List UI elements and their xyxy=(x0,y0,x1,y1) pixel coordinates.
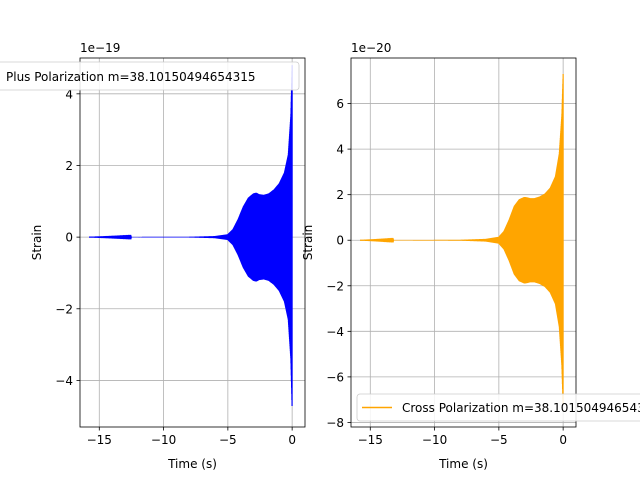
y-tick-label: 4 xyxy=(65,87,73,101)
x-tick-label: −15 xyxy=(358,433,383,447)
x-axis-label: Time (s) xyxy=(438,457,488,471)
x-tick-label: −5 xyxy=(490,433,508,447)
x-tick-label: −15 xyxy=(87,433,112,447)
y-offset-text: 1e−19 xyxy=(80,41,120,55)
axes-frame xyxy=(79,57,306,428)
legend-box xyxy=(0,61,300,91)
series-line xyxy=(360,73,564,405)
legend-plus: Plus Polarization m=38.10150494654315 xyxy=(0,61,300,91)
x-tick-label: 0 xyxy=(288,433,296,447)
legend-cross: Cross Polarization m=38.10150494654315 xyxy=(356,393,640,422)
y-tick-label: −8 xyxy=(326,416,344,430)
y-tick-label: 2 xyxy=(65,159,73,173)
y-tick-label: 2 xyxy=(336,188,344,202)
y-tick-label: 0 xyxy=(65,231,73,245)
chart-2: −15 −10 −5 0 −8 −6 −4 −2 0 2 4 6 1e−20 Time (s) Strain xyxy=(301,41,577,471)
y-tick-label: 4 xyxy=(336,143,344,157)
axes-frame xyxy=(350,57,577,428)
x-tick-label: −5 xyxy=(219,433,237,447)
y-axis-label: Strain xyxy=(30,225,44,261)
series-line xyxy=(89,65,293,407)
x-tick-label: −10 xyxy=(422,433,447,447)
y-offset-text: 1e−20 xyxy=(351,41,391,55)
y-tick-label: 0 xyxy=(336,234,344,248)
legend-box xyxy=(356,393,640,422)
y-tick-label: 6 xyxy=(336,97,344,111)
y-axis-label: Strain xyxy=(301,225,315,261)
y-tick-label: −6 xyxy=(326,370,344,384)
legend-entry-label: Plus Polarization m=38.10150494654315 xyxy=(6,70,256,84)
y-tick-label: −4 xyxy=(326,325,344,339)
y-tick-label: −2 xyxy=(326,279,344,293)
x-tick-label: −10 xyxy=(151,433,176,447)
y-tick-label: −2 xyxy=(55,302,73,316)
x-tick-label: 0 xyxy=(559,433,567,447)
chart-1: −15 −10 −5 0 −4 −2 0 2 4 1e−19 Time (s) Strain xyxy=(30,41,306,471)
legend-entry-label: Cross Polarization m=38.10150494654315 xyxy=(402,401,640,415)
x-axis-label: Time (s) xyxy=(167,457,217,471)
y-tick-label: −4 xyxy=(55,374,73,388)
